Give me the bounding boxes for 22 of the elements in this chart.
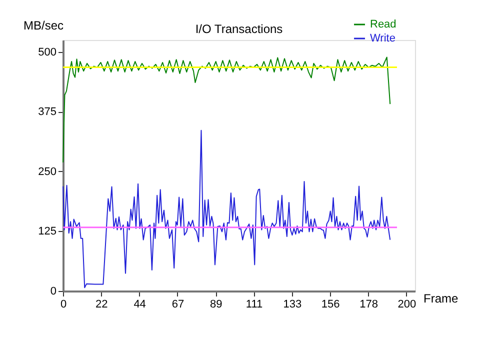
legend-label: Write — [370, 32, 396, 44]
legend-label: Read — [370, 18, 396, 30]
x-tick-label: 111 — [246, 298, 263, 310]
line-series — [62, 56, 391, 163]
y-tick-label: 250 — [38, 166, 56, 178]
x-tick-label: 67 — [172, 298, 184, 310]
x-tick-label: 156 — [321, 298, 340, 310]
x-tick-label: 133 — [283, 298, 302, 310]
x-tick-label: 200 — [398, 298, 416, 310]
x-tick-label: 22 — [96, 298, 108, 310]
y-tick-label: 500 — [38, 46, 56, 58]
y-tick-label: 0 — [50, 286, 56, 298]
x-tick-label: 44 — [134, 298, 146, 310]
x-tick-label: 178 — [360, 298, 378, 310]
x-axis-title: Frame — [424, 292, 458, 306]
y-tick-label: 125 — [38, 226, 56, 238]
chart-title: I/O Transactions — [195, 22, 283, 36]
x-tick-label: 0 — [60, 298, 67, 310]
x-tick-label: 89 — [210, 298, 222, 310]
y-tick-label: 375 — [38, 106, 56, 118]
y-axis-title: MB/sec — [24, 18, 64, 32]
line-series — [62, 130, 391, 288]
